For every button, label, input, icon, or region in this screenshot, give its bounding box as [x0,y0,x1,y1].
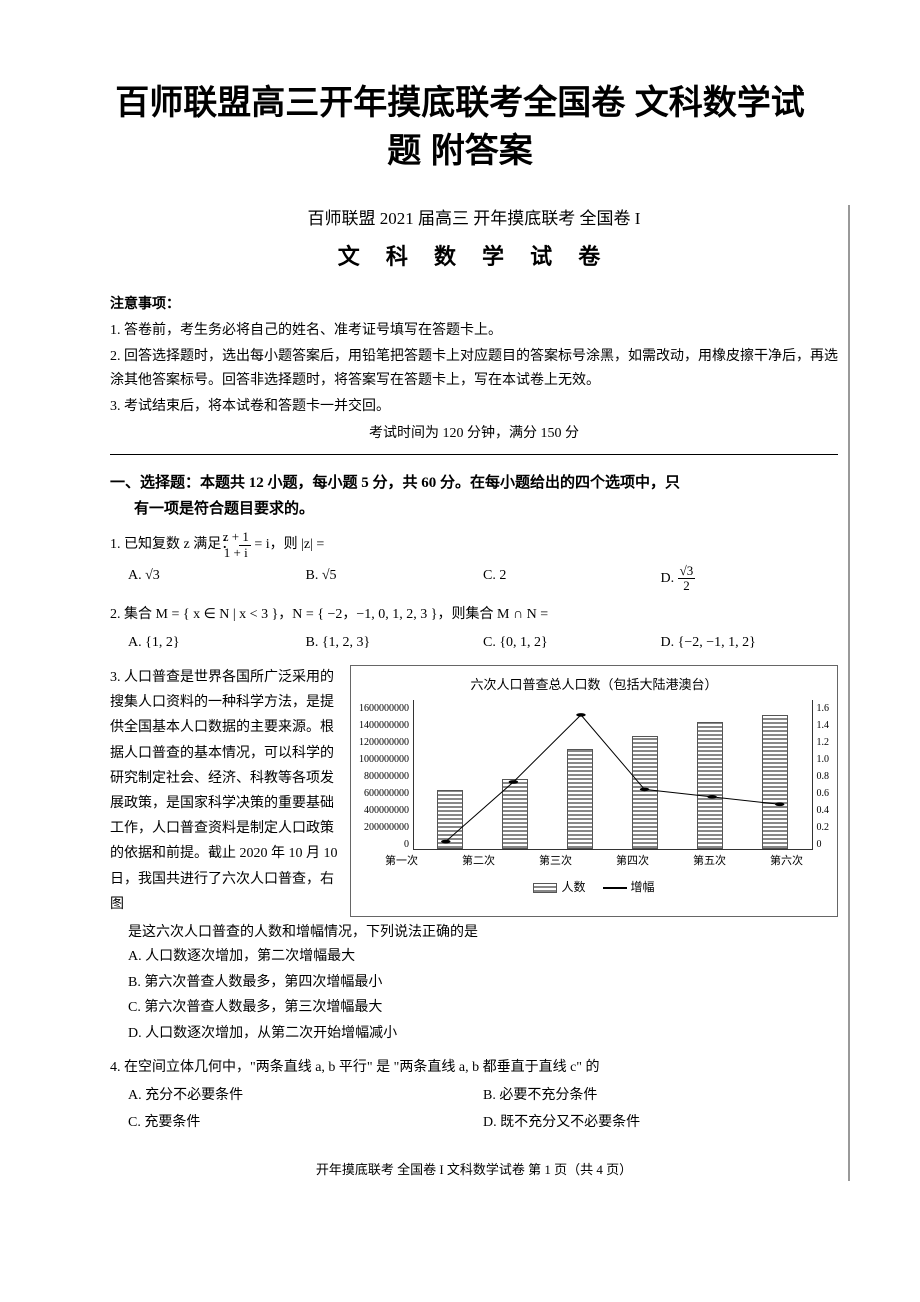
notice-title: 注意事项： [110,293,838,317]
question-4: 4. 在空间立体几何中，"两条直线 a, b 平行" 是 "两条直线 a, b … [110,1056,838,1135]
q4-opt-a: A. 充分不必要条件 [128,1084,483,1108]
question-1: 1. 已知复数 z 满足： z + 1 1 + i = i，则 |z| = A.… [110,530,838,593]
q1-d-num: √3 [678,564,696,579]
q1-fraction: z + 1 1 + i [239,530,251,560]
header-line: 百师联盟 2021 届高三 开年摸底联考 全国卷 I [110,205,838,234]
notice-1: 1. 答卷前，考生务必将自己的姓名、准考证号填写在答题卡上。 [110,319,838,343]
q2-opt-b: B. {1, 2, 3} [306,631,484,655]
q4-options-row2: C. 充要条件 D. 既不充分又不必要条件 [110,1111,838,1135]
q1-d-pre: D. [661,571,678,586]
q3-opt-c: C. 第六次普查人数最多，第三次增幅最大 [128,996,838,1020]
section-1b: 有一项是符合题目要求的。 [110,497,838,523]
q1-opt-d: D. √32 [661,564,839,594]
title-line1: 百师联盟高三开年摸底联考全国卷 文科数学试 [115,84,804,122]
q2-opt-c: C. {0, 1, 2} [483,631,661,655]
divider [110,454,838,455]
notice-block: 注意事项： 1. 答卷前，考生务必将自己的姓名、准考证号填写在答题卡上。 2. … [110,293,838,446]
section-1-title: 一、选择题：本题共 12 小题，每小题 5 分，共 60 分。在每小题给出的四个… [110,471,838,522]
question-3: 3. 人口普查是世界各国所广泛采用的搜集人口资料的一种科学方法，是提供全国基本人… [110,665,838,1046]
census-chart: 六次人口普查总人口数（包括大陆港澳台） 16000000001400000000… [350,665,838,917]
q4-opt-c: C. 充要条件 [128,1111,483,1135]
page-footer: 开年摸底联考 全国卷 I 文科数学试卷 第 1 页（共 4 页） [110,1159,838,1181]
q3-left-text: 3. 人口普查是世界各国所广泛采用的搜集人口资料的一种科学方法，是提供全国基本人… [110,665,340,917]
notice-3: 3. 考试结束后，将本试卷和答题卡一并交回。 [110,395,838,419]
exam-content: 百师联盟 2021 届高三 开年摸底联考 全国卷 I 文 科 数 学 试 卷 注… [70,205,850,1181]
q2-text: 2. 集合 M = { x ∈ N | x < 3 }，N = { −2，−1,… [110,603,838,627]
q2-opt-a: A. {1, 2} [128,631,306,655]
q3-options: A. 人口数逐次增加，第二次增幅最大 B. 第六次普查人数最多，第四次增幅最小 … [110,945,838,1046]
q2-options: A. {1, 2} B. {1, 2, 3} C. {0, 1, 2} D. {… [110,631,838,655]
q1-num: z + 1 [239,530,251,545]
legend-swatch-icon [533,883,557,893]
q1-text: 1. 已知复数 z 满足： z + 1 1 + i = i，则 |z| = [110,530,838,560]
exam-title: 文 科 数 学 试 卷 [110,238,838,275]
q1-options: A. √3 B. √5 C. 2 D. √32 [110,564,838,594]
q3-below: 是这六次人口普查的人数和增幅情况，下列说法正确的是 [110,921,838,945]
question-2: 2. 集合 M = { x ∈ N | x < 3 }，N = { −2，−1,… [110,603,838,655]
chart-line [414,700,812,849]
chart-plot [413,700,813,850]
q1-tail: = i，则 |z| = [254,537,324,552]
y-axis-right: 1.61.41.21.00.80.60.40.20 [813,700,830,850]
time-line: 考试时间为 120 分钟，满分 150 分 [110,422,838,446]
doc-title: 百师联盟高三开年摸底联考全国卷 文科数学试 题 附答案 [70,80,850,175]
q4-options-row1: A. 充分不必要条件 B. 必要不充分条件 [110,1084,838,1108]
section-1a: 一、选择题：本题共 12 小题，每小题 5 分，共 60 分。在每小题给出的四个… [110,475,680,491]
notice-2: 2. 回答选择题时，选出每小题答案后，用铅笔把答题卡上对应题目的答案标号涂黑，如… [110,345,838,393]
chart-area: 1600000000140000000012000000001000000000… [359,700,829,850]
q4-text: 4. 在空间立体几何中，"两条直线 a, b 平行" 是 "两条直线 a, b … [110,1056,838,1080]
q2-opt-d: D. {−2, −1, 1, 2} [661,631,839,655]
legend-inc: 增幅 [631,880,655,894]
title-line2: 题 附答案 [387,132,532,170]
q1-d-frac: √32 [678,564,696,594]
q3-wrap: 3. 人口普查是世界各国所广泛采用的搜集人口资料的一种科学方法，是提供全国基本人… [110,665,838,917]
q1-opt-c: C. 2 [483,564,661,594]
q1-den: 1 + i [239,546,251,560]
q1-opt-a: A. √3 [128,564,306,594]
q4-opt-d: D. 既不充分又不必要条件 [483,1111,838,1135]
q3-opt-a: A. 人口数逐次增加，第二次增幅最大 [128,945,838,969]
q3-opt-d: D. 人口数逐次增加，从第二次开始增幅减小 [128,1022,838,1046]
q1-opt-b: B. √5 [306,564,484,594]
legend-line-icon [603,887,627,889]
chart-legend: 人数 增幅 [359,877,829,897]
y-axis-left: 1600000000140000000012000000001000000000… [359,700,413,850]
x-axis-labels: 第一次第二次第三次第四次第五次第六次 [359,850,829,871]
q1-d-den: 2 [678,579,696,593]
chart-title: 六次人口普查总人口数（包括大陆港澳台） [359,674,829,696]
q3-opt-b: B. 第六次普查人数最多，第四次增幅最小 [128,971,838,995]
q4-opt-b: B. 必要不充分条件 [483,1084,838,1108]
q1-stem: 1. 已知复数 z 满足： [110,537,235,552]
legend-pop: 人数 [561,880,585,894]
